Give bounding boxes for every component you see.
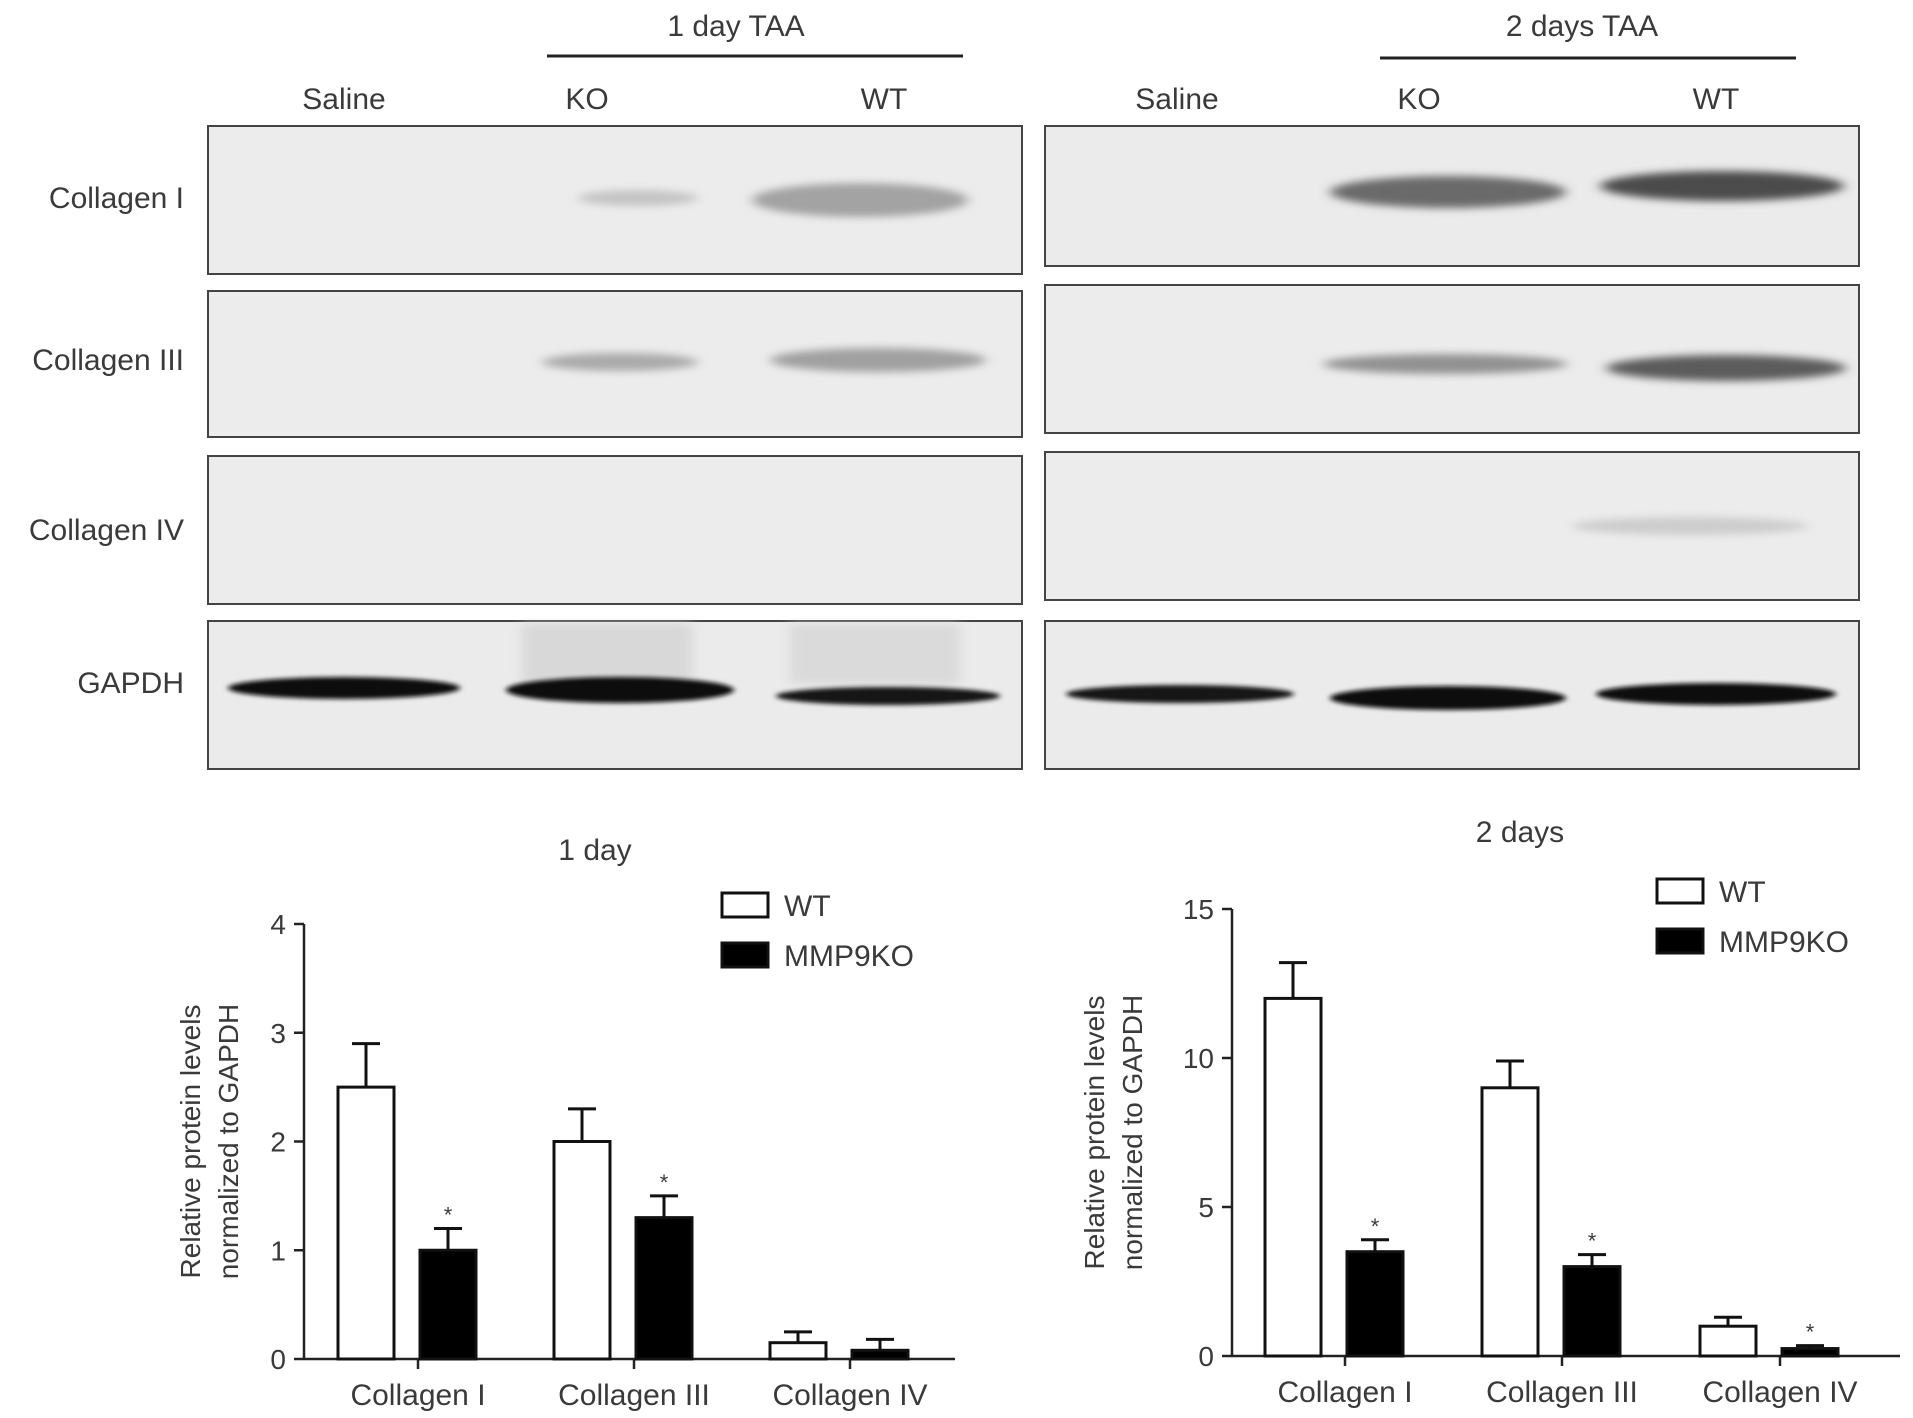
x-tick-label: Collagen IV [772, 1379, 927, 1412]
x-tick-label: Collagen IV [1702, 1376, 1857, 1409]
blot-band [776, 687, 1000, 705]
bar-wt [1480, 1086, 1540, 1358]
row-label-collagen-iv: Collagen IV [29, 514, 184, 547]
y-tick-label: 15 [1183, 894, 1214, 925]
blot-band [506, 677, 734, 703]
lane-label-ko: KO [1397, 83, 1440, 116]
legend-label: WT [784, 890, 831, 923]
y-tick-label: 2 [270, 1127, 286, 1158]
lane-label-wt: WT [1693, 83, 1740, 116]
blot-panel-1day: 1 day TAA Saline KO WT Collagen I Collag… [29, 10, 1023, 770]
blot-smear [522, 624, 692, 684]
significance-marker: * [1806, 1320, 1815, 1345]
blot-band [578, 190, 698, 206]
y-axis-label: Relative protein levels normalized to GAP… [1079, 995, 1148, 1270]
lane-label-saline: Saline [302, 83, 385, 116]
y-axis-label-line: Relative protein levels [175, 1005, 206, 1279]
significance-marker: * [444, 1203, 453, 1228]
lane-label-wt: WT [861, 83, 908, 116]
bar-mmp9ko [634, 1216, 694, 1361]
x-tick-label: Collagen III [558, 1379, 710, 1412]
y-axis-label: Relative protein levels normalized to GAP… [175, 1004, 244, 1279]
legend-label: MMP9KO [1719, 926, 1849, 959]
y-tick-label: 10 [1183, 1043, 1214, 1074]
significance-marker: * [660, 1170, 669, 1195]
x-tick-label: Collagen I [350, 1379, 485, 1412]
legend-swatch-wt [1655, 877, 1705, 905]
blot-group-label: 2 days TAA [1506, 10, 1658, 43]
blot-band [1600, 171, 1844, 201]
legend-label: MMP9KO [784, 940, 914, 973]
bar-chart-2days: 2 days Relative protein levels normalized … [1079, 816, 1900, 1409]
legend-swatch-wt [720, 891, 770, 919]
y-tick-label: 4 [270, 909, 286, 940]
row-label-collagen-iii: Collagen III [32, 344, 184, 377]
chart-title: 2 days [1476, 816, 1564, 849]
blot-group-label: 1 day TAA [667, 10, 804, 43]
bar-wt [1263, 996, 1323, 1358]
y-tick-label: 5 [1198, 1192, 1214, 1223]
row-label-collagen-i: Collagen I [49, 182, 184, 215]
bar-wt [768, 1341, 828, 1361]
y-axis-label-line: normalized to GAPDH [213, 1004, 244, 1279]
bar-mmp9ko [1562, 1265, 1622, 1358]
y-axis-label-line: normalized to GAPDH [1117, 995, 1148, 1270]
legend-label: WT [1719, 876, 1766, 909]
row-label-gapdh: GAPDH [77, 667, 184, 700]
blot-band [1572, 517, 1808, 535]
lane-label-ko: KO [565, 83, 608, 116]
y-tick-label: 0 [1198, 1341, 1214, 1372]
bar-mmp9ko [1780, 1347, 1840, 1358]
y-tick-label: 3 [270, 1018, 286, 1049]
bar-wt [552, 1140, 612, 1361]
bar-mmp9ko [850, 1348, 910, 1361]
bar-mmp9ko [1345, 1250, 1405, 1358]
bar-mmp9ko [418, 1248, 478, 1361]
blot-band [228, 677, 460, 699]
blot-strip [207, 455, 1023, 605]
x-tick-label: Collagen I [1277, 1376, 1412, 1409]
legend-swatch-mmp9ko [720, 941, 770, 969]
bar-wt [336, 1085, 396, 1361]
blot-band [1606, 355, 1846, 381]
y-tick-label: 1 [270, 1235, 286, 1266]
blot-band [770, 348, 986, 372]
x-tick-label: Collagen III [1486, 1376, 1638, 1409]
blot-smear [790, 624, 960, 684]
blot-band [542, 353, 698, 371]
blot-band [1330, 686, 1566, 710]
blot-band [1596, 683, 1836, 705]
legend-swatch-mmp9ko [1655, 927, 1705, 955]
y-tick-label: 0 [270, 1344, 286, 1375]
bar-chart-1day: 1 day Relative protein levels normalized t… [175, 834, 955, 1412]
blot-panel-2days: 2 days TAA Saline KO WT [1044, 10, 1860, 770]
significance-marker: * [1588, 1229, 1597, 1254]
blot-band [752, 183, 968, 217]
y-axis-label-line: Relative protein levels [1079, 996, 1110, 1270]
blot-band [1330, 176, 1566, 208]
blot-band [1323, 354, 1567, 374]
lane-label-saline: Saline [1135, 83, 1218, 116]
blot-band [1066, 685, 1294, 703]
chart-title: 1 day [558, 834, 631, 867]
significance-marker: * [1371, 1214, 1380, 1239]
bar-wt [1698, 1324, 1758, 1358]
